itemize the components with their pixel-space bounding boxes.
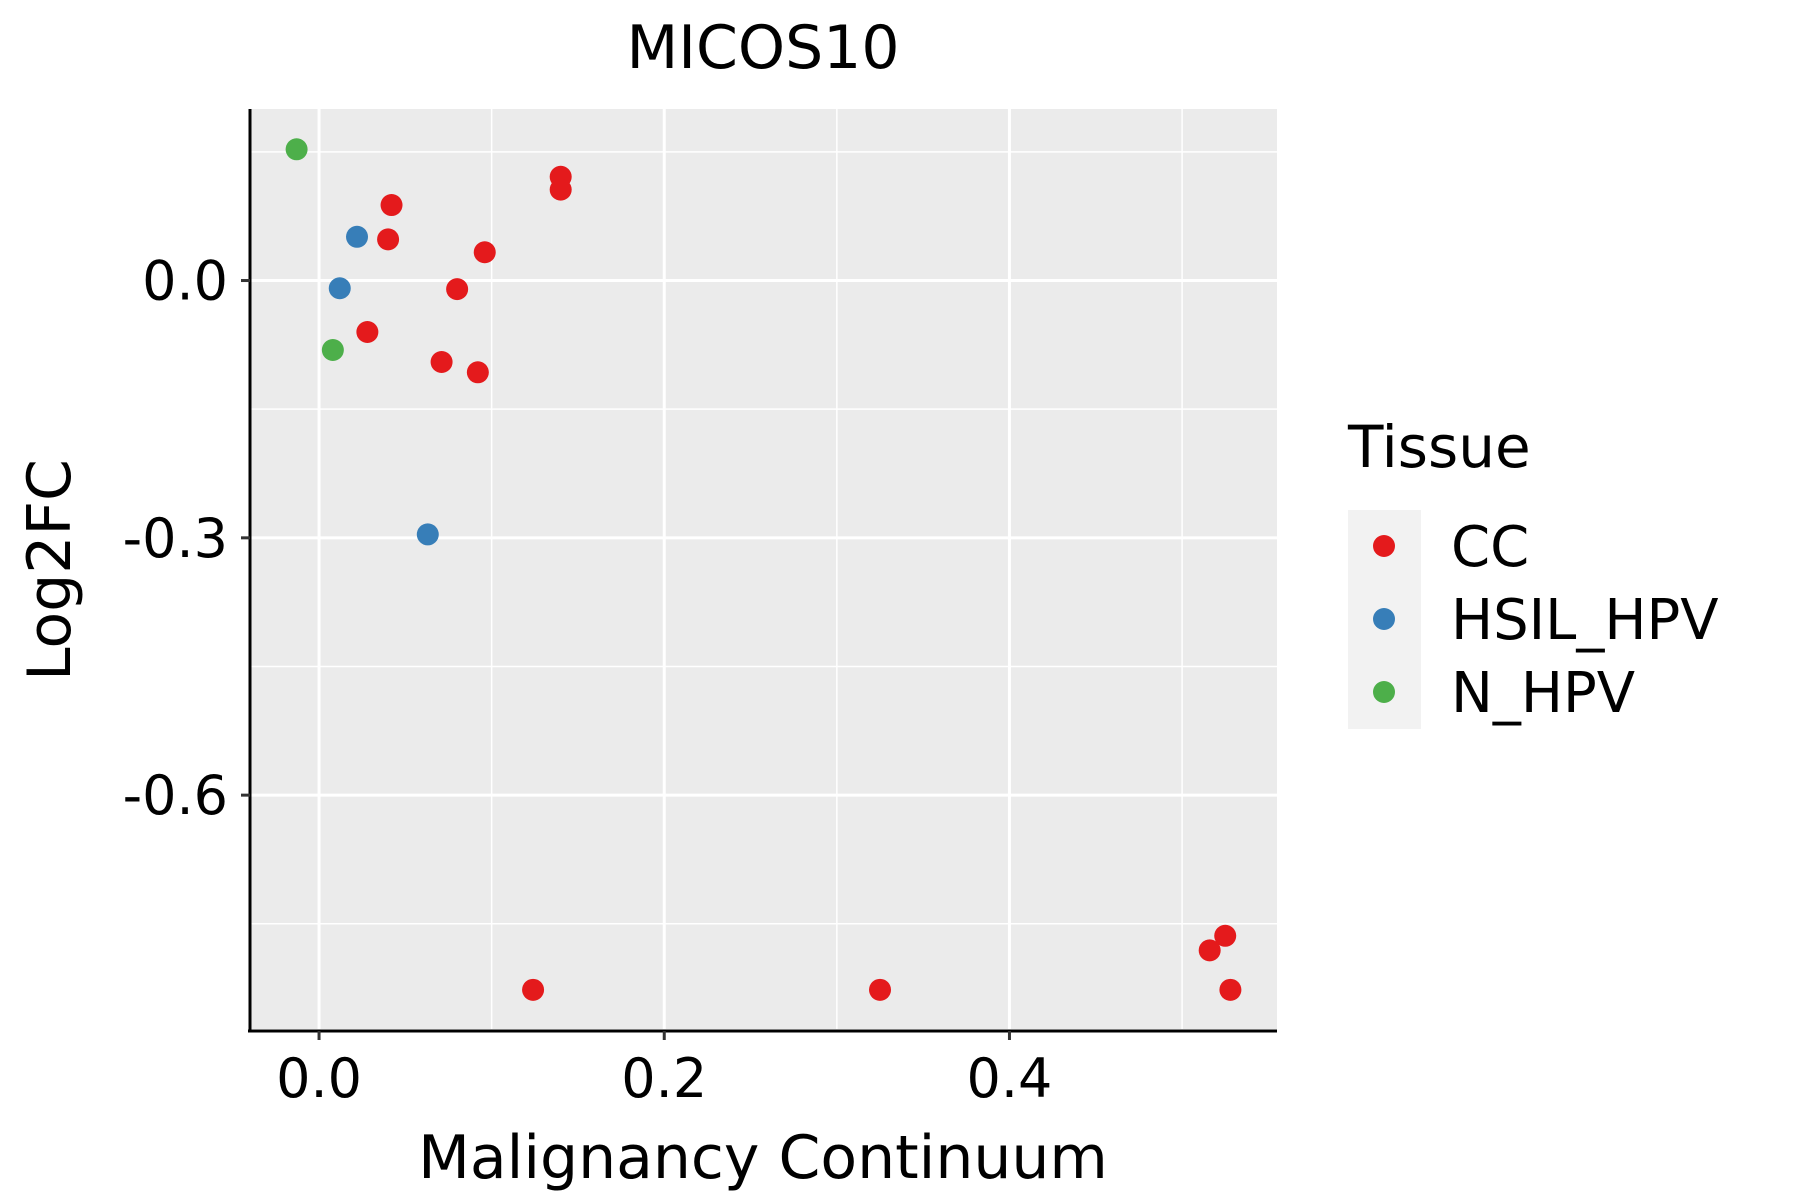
point-cc xyxy=(473,241,496,264)
x-tick-label: 0.4 xyxy=(967,1047,1053,1110)
chart-title: MICOS10 xyxy=(626,13,899,83)
point-cc xyxy=(869,978,892,1001)
x-axis-title: Malignancy Continuum xyxy=(418,1123,1108,1193)
point-cc xyxy=(522,978,545,1001)
x-axis-ticks: 0.0 0.2 0.4 xyxy=(276,1031,1052,1110)
point-cc xyxy=(380,194,403,217)
x-tick-label: 0.2 xyxy=(621,1047,707,1110)
point-n-hpv xyxy=(285,138,308,161)
legend-label: CC xyxy=(1451,515,1529,580)
point-cc xyxy=(430,351,453,374)
legend-label: N_HPV xyxy=(1451,661,1635,726)
y-axis-title: Log2FC xyxy=(15,459,85,681)
plot-panel xyxy=(250,109,1277,1029)
legend-key-cc xyxy=(1373,535,1395,557)
legend-label: HSIL_HPV xyxy=(1451,588,1719,653)
y-tick-label: 0.0 xyxy=(142,250,228,313)
point-cc xyxy=(466,361,489,384)
y-tick-label: -0.3 xyxy=(123,507,228,570)
data-points xyxy=(285,138,1242,1001)
point-cc xyxy=(1219,978,1242,1001)
legend-items: CC HSIL_HPV N_HPV xyxy=(1373,515,1719,726)
x-tick-label: 0.0 xyxy=(276,1047,362,1110)
point-hsil-hpv xyxy=(416,523,439,546)
point-cc xyxy=(446,278,469,301)
point-cc xyxy=(377,228,400,251)
legend-title: Tissue xyxy=(1347,413,1531,481)
legend-key-n-hpv xyxy=(1373,681,1395,703)
legend: Tissue CC HSIL_HPV N_HPV xyxy=(1347,413,1719,729)
legend-key-hsil-hpv xyxy=(1373,608,1395,630)
y-axis-ticks: 0.0 -0.3 -0.6 xyxy=(123,250,250,827)
point-hsil-hpv xyxy=(346,225,369,248)
grid-minor xyxy=(250,109,1277,1031)
point-n-hpv xyxy=(321,339,344,362)
point-cc xyxy=(1214,924,1237,947)
y-tick-label: -0.6 xyxy=(123,764,228,827)
point-cc xyxy=(356,320,379,343)
point-cc xyxy=(1198,939,1221,962)
point-cc xyxy=(549,178,572,201)
point-hsil-hpv xyxy=(328,277,351,300)
